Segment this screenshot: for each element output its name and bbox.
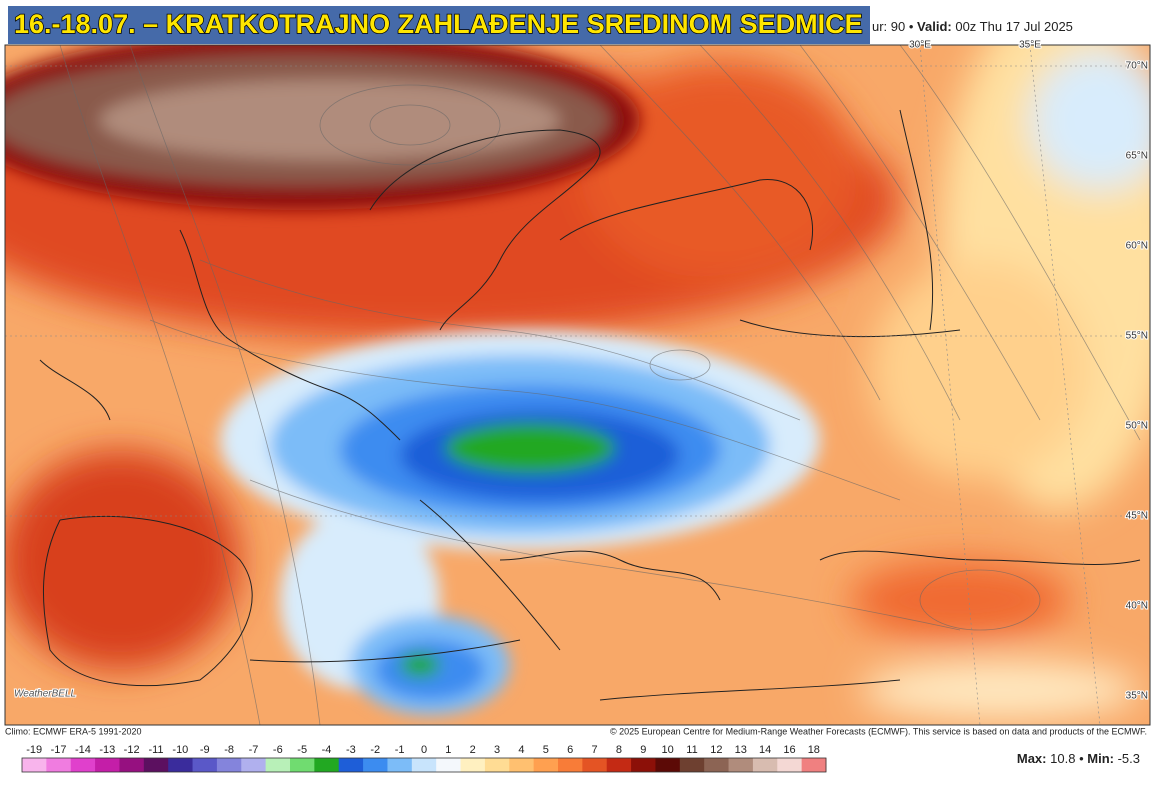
map-field [5, 45, 1150, 725]
legend-swatch [533, 758, 559, 772]
legend-label: -17 [51, 744, 67, 756]
legend-swatch [290, 758, 315, 772]
latitude-label: 70°N [1126, 61, 1148, 72]
hour: ur: 90 • [872, 19, 914, 34]
legend-swatch [216, 758, 242, 772]
legend-label: 6 [567, 744, 573, 756]
legend-swatch [484, 758, 510, 772]
legend-label: 10 [662, 744, 674, 756]
min-label: Min: [1087, 751, 1114, 766]
legend-label: -6 [273, 744, 283, 756]
legend-label: 7 [591, 744, 597, 756]
latitude-label: 40°N [1126, 601, 1148, 612]
legend-swatch [46, 758, 72, 772]
legend-label: 2 [470, 744, 476, 756]
legend-label: 11 [686, 744, 697, 756]
legend-label: -3 [346, 744, 356, 756]
legend-label: -13 [99, 744, 115, 756]
legend-label: 8 [616, 744, 622, 756]
legend-label: 4 [518, 744, 524, 756]
legend-swatch [582, 758, 608, 772]
legend-swatch [704, 758, 730, 772]
legend-swatch [363, 758, 388, 772]
legend-swatch [70, 758, 96, 772]
legend-swatch [801, 758, 827, 772]
stats-separator: • [1079, 751, 1084, 766]
legend-swatch [436, 758, 462, 772]
legend-swatch [777, 758, 803, 772]
logo: WeatherBELL [14, 689, 76, 700]
legend-label: 5 [543, 744, 549, 756]
legend-label: -12 [124, 744, 140, 756]
legend-swatch [192, 758, 218, 772]
legend-swatch [143, 758, 169, 772]
max-label: Max: [1017, 751, 1047, 766]
valid-time: 00z Thu 17 Jul 2025 [955, 19, 1073, 34]
legend-label: -8 [224, 744, 234, 756]
longitude-label: 35°E [1019, 40, 1041, 51]
legend-swatch [119, 758, 145, 772]
legend-swatch [338, 758, 364, 772]
legend-swatch [606, 758, 632, 772]
climo-note: Climo: ECMWF ERA-5 1991-2020 [5, 726, 142, 736]
legend-label: -5 [297, 744, 307, 756]
legend-label: -14 [75, 744, 91, 756]
legend-swatch [95, 758, 120, 772]
legend-swatch [460, 758, 486, 772]
legend-label: -2 [370, 744, 380, 756]
latitude-label: 35°N [1126, 691, 1148, 702]
valid-label: Valid: [917, 19, 952, 34]
legend-label: -11 [148, 744, 163, 756]
legend-swatch [728, 758, 754, 772]
legend-label: -1 [395, 744, 405, 756]
latitude-label: 55°N [1126, 331, 1148, 342]
legend-label: 14 [759, 744, 771, 756]
legend-label: -9 [200, 744, 210, 756]
legend-swatch [168, 758, 194, 772]
latitude-label: 45°N [1126, 511, 1148, 522]
legend-label: -7 [249, 744, 259, 756]
legend-swatch [22, 758, 47, 772]
stats: Max: 10.8 • Min: -5.3 [1017, 751, 1140, 766]
legend-swatch [241, 758, 267, 772]
legend-swatch [265, 758, 291, 772]
legend-swatch [631, 758, 656, 772]
legend-swatch [411, 758, 437, 772]
legend-label: 9 [640, 744, 646, 756]
latitude-label: 50°N [1126, 421, 1148, 432]
latitude-label: 60°N [1126, 241, 1148, 252]
legend-label: 3 [494, 744, 500, 756]
legend-swatch [314, 758, 340, 772]
map-frame [4, 44, 1151, 726]
legend-swatch [679, 758, 705, 772]
legend-label: 16 [783, 744, 795, 756]
title-band [8, 6, 870, 44]
max-value: 10.8 [1050, 751, 1075, 766]
legend-label: 12 [710, 744, 722, 756]
min-value: -5.3 [1118, 751, 1140, 766]
legend-label: 13 [735, 744, 747, 756]
legend-frame [21, 757, 827, 773]
copyright: © 2025 European Centre for Medium-Range … [610, 726, 1147, 736]
legend-swatch [558, 758, 583, 772]
legend-label: 1 [445, 744, 451, 756]
legend-label: 18 [808, 744, 820, 756]
legend-swatch [752, 758, 778, 772]
legend-label: -4 [322, 744, 332, 756]
legend-swatch [655, 758, 681, 772]
legend-label: -10 [172, 744, 188, 756]
legend-label: -19 [26, 744, 42, 756]
latitude-label: 65°N [1126, 151, 1148, 162]
legend-label: 0 [421, 744, 427, 756]
longitude-label: 30°E [909, 40, 931, 51]
legend-swatch [509, 758, 535, 772]
header-info: ur: 90 • Valid: 00z Thu 17 Jul 2025 [872, 19, 1073, 34]
title: 16.-18.07. – KRATKOTRAJNO ZAHLAĐENJE SRE… [14, 9, 863, 39]
legend-swatch [387, 758, 413, 772]
